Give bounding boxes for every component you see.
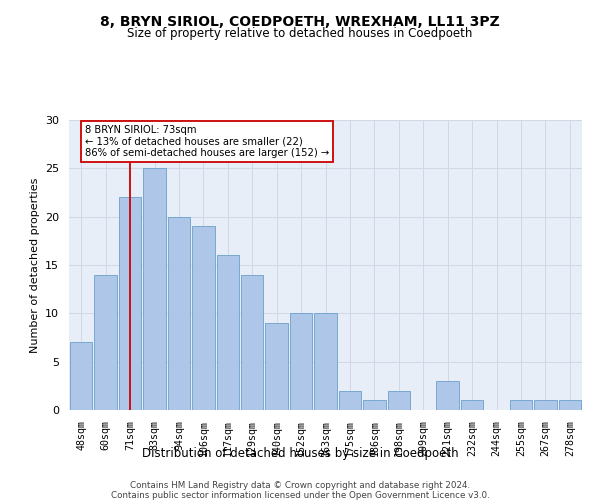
Bar bbox=[119, 198, 142, 410]
Text: Distribution of detached houses by size in Coedpoeth: Distribution of detached houses by size … bbox=[142, 448, 458, 460]
Bar bbox=[559, 400, 581, 410]
Bar bbox=[70, 342, 92, 410]
Bar bbox=[338, 390, 361, 410]
Text: Size of property relative to detached houses in Coedpoeth: Size of property relative to detached ho… bbox=[127, 28, 473, 40]
Bar bbox=[241, 274, 263, 410]
Bar bbox=[265, 323, 288, 410]
Bar bbox=[509, 400, 532, 410]
Bar bbox=[314, 314, 337, 410]
Bar bbox=[388, 390, 410, 410]
Bar bbox=[167, 216, 190, 410]
Bar bbox=[94, 274, 117, 410]
Bar bbox=[192, 226, 215, 410]
Text: Contains HM Land Registry data © Crown copyright and database right 2024.: Contains HM Land Registry data © Crown c… bbox=[130, 481, 470, 490]
Bar bbox=[217, 256, 239, 410]
Text: Contains public sector information licensed under the Open Government Licence v3: Contains public sector information licen… bbox=[110, 491, 490, 500]
Bar bbox=[143, 168, 166, 410]
Bar bbox=[534, 400, 557, 410]
Bar bbox=[436, 381, 459, 410]
Y-axis label: Number of detached properties: Number of detached properties bbox=[29, 178, 40, 352]
Text: 8 BRYN SIRIOL: 73sqm
← 13% of detached houses are smaller (22)
86% of semi-detac: 8 BRYN SIRIOL: 73sqm ← 13% of detached h… bbox=[85, 125, 329, 158]
Bar bbox=[461, 400, 484, 410]
Bar bbox=[363, 400, 386, 410]
Bar bbox=[290, 314, 313, 410]
Text: 8, BRYN SIRIOL, COEDPOETH, WREXHAM, LL11 3PZ: 8, BRYN SIRIOL, COEDPOETH, WREXHAM, LL11… bbox=[100, 15, 500, 29]
